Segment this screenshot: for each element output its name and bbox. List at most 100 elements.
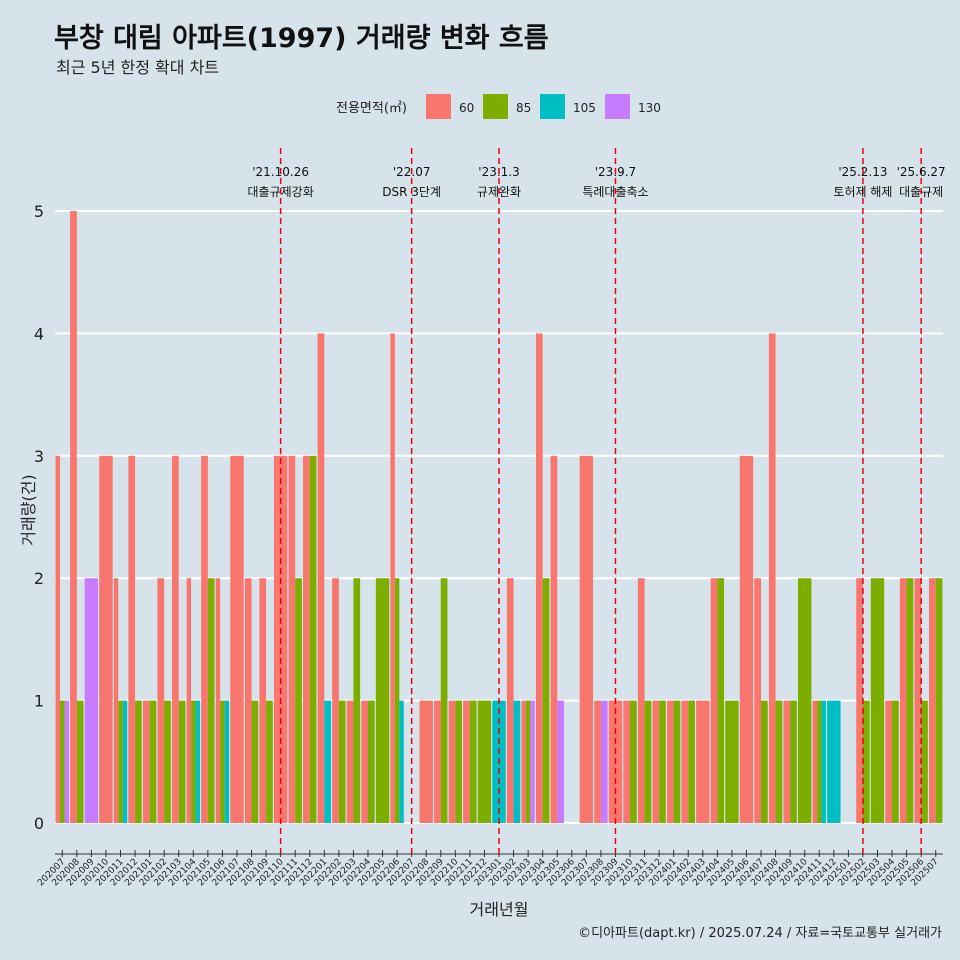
bar (164, 700, 171, 823)
bar (914, 578, 922, 823)
y-tick-label: 3 (34, 447, 44, 466)
bar (448, 700, 456, 823)
bar (477, 700, 492, 823)
event-date: '23.1.3 (478, 165, 519, 179)
event-date: '22.07 (393, 165, 431, 179)
bar (191, 700, 196, 823)
bar (644, 700, 652, 823)
event-label: 대출규제 (899, 185, 943, 199)
bar (244, 578, 252, 823)
bar (64, 700, 69, 823)
bar (469, 700, 477, 823)
bar (207, 578, 215, 823)
bar (259, 578, 267, 823)
bar (178, 700, 186, 823)
bar (681, 700, 689, 823)
bar (521, 700, 526, 823)
bar (399, 700, 404, 823)
bar (220, 700, 225, 823)
bar (935, 578, 943, 823)
bar (906, 578, 914, 823)
bar (375, 578, 390, 823)
bar (266, 700, 273, 823)
event-label: 특례대출축소 (582, 185, 648, 199)
bar (113, 578, 119, 823)
bar (463, 700, 470, 823)
y-tick-label: 4 (34, 324, 44, 343)
bar (338, 700, 346, 823)
bar (623, 700, 631, 823)
bar (817, 700, 822, 823)
bar (761, 700, 768, 823)
bar (295, 578, 302, 823)
bar (812, 700, 818, 823)
legend-title: 전용면적(㎡) (336, 101, 407, 116)
bar (542, 578, 550, 823)
event-label: DSR 3단계 (382, 185, 441, 199)
bar (332, 578, 339, 823)
bar (870, 578, 885, 823)
y-tick-label: 0 (34, 814, 44, 833)
bar (696, 700, 710, 823)
legend-swatch (483, 94, 508, 119)
bar (394, 578, 400, 823)
bar (600, 700, 608, 823)
bar (550, 455, 558, 823)
bar (118, 700, 123, 823)
bar (390, 333, 395, 823)
bar (99, 455, 113, 823)
bar (885, 700, 893, 823)
bar (557, 700, 564, 823)
bar (195, 700, 200, 823)
bar (434, 700, 441, 823)
bar (303, 455, 310, 823)
bar (157, 578, 165, 823)
bar (652, 700, 660, 823)
legend-swatch (605, 94, 630, 119)
bar (630, 700, 637, 823)
bar (637, 578, 645, 823)
legend-label: 105 (573, 101, 596, 115)
bar (122, 700, 128, 823)
bar (172, 455, 179, 823)
bar (317, 333, 325, 823)
event-date: '23.9.7 (595, 165, 636, 179)
bar (768, 333, 776, 823)
bar (419, 700, 433, 823)
bar (440, 578, 448, 823)
bar (135, 700, 142, 823)
bar (55, 455, 61, 823)
bar (783, 700, 791, 823)
y-tick-label: 1 (34, 692, 44, 711)
y-tick-label: 2 (34, 569, 44, 588)
y-axis-title: 거래량(건) (19, 474, 38, 545)
bar (798, 578, 812, 823)
bar (346, 700, 354, 823)
bar (455, 700, 463, 823)
legend-swatch (426, 94, 451, 119)
bar (856, 578, 863, 823)
bar (717, 578, 725, 823)
bar (525, 700, 531, 823)
legend-swatch (540, 94, 565, 119)
legend-label: 130 (638, 101, 661, 115)
x-axis-title: 거래년월 (470, 900, 529, 919)
bar (666, 700, 674, 823)
bar (899, 578, 907, 823)
bar (309, 455, 317, 823)
bar (579, 455, 594, 823)
bar (673, 700, 681, 823)
bar (230, 455, 244, 823)
bar (775, 700, 783, 823)
event-label: 대출규제강화 (248, 185, 314, 199)
bar (688, 700, 695, 823)
bar (186, 578, 192, 823)
bar (862, 700, 870, 823)
event-date: '21.10.26 (252, 165, 309, 179)
bar (142, 700, 150, 823)
bar (710, 578, 718, 823)
bar (84, 578, 99, 823)
legend-label: 60 (459, 101, 474, 115)
